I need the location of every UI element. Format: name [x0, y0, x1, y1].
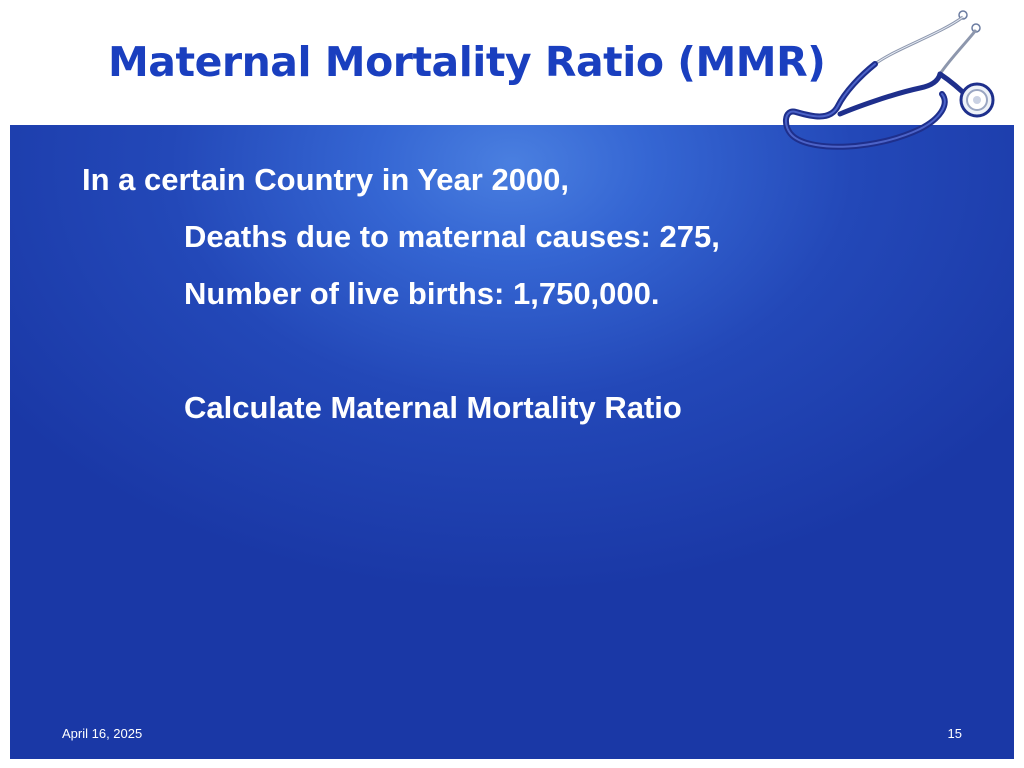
stethoscope-icon: [783, 10, 995, 150]
footer-date: April 16, 2025: [62, 726, 143, 741]
live-births-line: Number of live births: 1,750,000.: [184, 276, 660, 311]
intro-line: In a certain Country in Year 2000,: [82, 162, 570, 197]
maternal-deaths-line: Deaths due to maternal causes: 275,: [184, 219, 720, 254]
content-panel: [10, 125, 1014, 759]
task-line: Calculate Maternal Mortality Ratio: [184, 390, 682, 425]
slide-title: Maternal Mortality Ratio (MMR): [108, 38, 826, 86]
slide-number: 15: [947, 726, 962, 741]
